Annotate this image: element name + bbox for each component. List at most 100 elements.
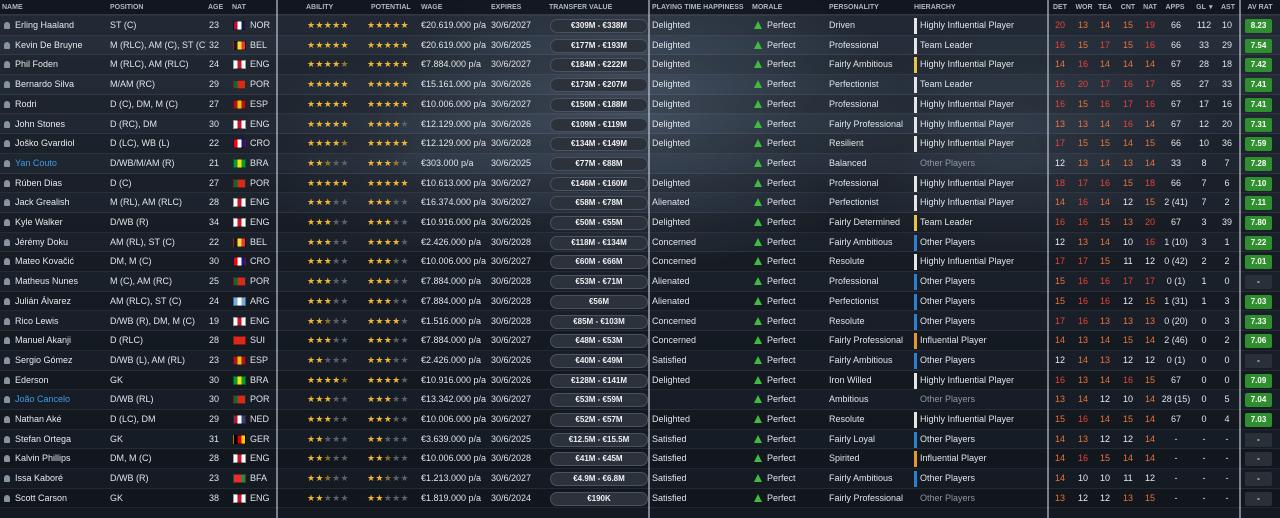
morale-up-arrow-icon xyxy=(754,218,762,226)
table-row[interactable]: Bernardo Silva M/AM (RC) 29 POR ★★★★★ ★★★★★ €1… xyxy=(0,75,1280,95)
header-nat[interactable]: NAT xyxy=(232,4,246,11)
table-row[interactable]: Sergio Gómez D/WB (L), AM (RL) 23 ESP ★★★★★ ★… xyxy=(0,350,1280,371)
player-goals: 33 xyxy=(1198,39,1209,50)
player-name[interactable]: Kyle Walker xyxy=(15,217,63,227)
player-name[interactable]: Erling Haaland xyxy=(15,20,75,30)
player-goals: - xyxy=(1202,433,1206,444)
player-name[interactable]: João Cancelo xyxy=(15,394,71,405)
table-row[interactable]: Scott Carson GK 38 ENG ★★★★★ ★★★★★ €1.819.000 … xyxy=(0,488,1280,509)
table-row[interactable]: Yan Couto D/WB/M/AM (R) 21 BRA ★★★★★ ★★★★★ €30… xyxy=(0,153,1280,174)
header-ast[interactable]: AST xyxy=(1221,4,1235,11)
table-row[interactable]: Jack Grealish M (RL), AM (RLC) 28 ENG ★★★★★ ★… xyxy=(0,193,1280,213)
player-name[interactable]: Rodri xyxy=(15,98,37,109)
nation-flag-icon xyxy=(233,139,246,149)
player-hierarchy: Highly Influential Player xyxy=(920,59,1015,70)
player-name[interactable]: Ederson xyxy=(15,374,49,385)
attribute-cnt: 11 xyxy=(1123,473,1133,484)
table-row[interactable]: Rúben Dias D (C) 27 POR ★★★★★ ★★★★★ €10.613.00… xyxy=(0,173,1280,194)
header-cnt[interactable]: CNT xyxy=(1120,4,1136,11)
table-row[interactable]: John Stones D (RC), DM 30 ENG ★★★★★ ★★★★★ €12.… xyxy=(0,114,1280,135)
player-name[interactable]: Kevin De Bruyne xyxy=(15,39,83,50)
player-name[interactable]: Julián Álvarez xyxy=(15,295,72,306)
header-gls[interactable]: GL xyxy=(1196,4,1206,11)
player-name[interactable]: Kalvin Phillips xyxy=(15,453,71,464)
hierarchy-indicator-bar xyxy=(914,333,917,350)
table-row[interactable]: Julián Álvarez AM (RLC), ST (C) 24 ARG ★★★★★… xyxy=(0,291,1280,312)
table-row[interactable]: Rodri D (C), DM, M (C) 27 ESP ★★★★★ ★★★★★ €10.… xyxy=(0,94,1280,115)
player-icon xyxy=(4,376,10,384)
header-transfer-value[interactable]: TRANSFER VALUE xyxy=(549,4,613,11)
player-name[interactable]: Mateo Kovačić xyxy=(15,256,75,267)
header-wage[interactable]: WAGE xyxy=(421,4,443,11)
player-name[interactable]: Joško Gvardiol xyxy=(15,138,75,149)
player-goals: 1 xyxy=(1201,295,1207,306)
header-personality[interactable]: PERSONALITY xyxy=(829,4,879,11)
player-age: 19 xyxy=(208,315,219,326)
player-nationality: ESP xyxy=(250,98,269,109)
player-name[interactable]: Bernardo Silva xyxy=(15,79,75,90)
table-row[interactable]: Mateo Kovačić DM, M (C) 30 CRO ★★★★★ ★★★★★ €10… xyxy=(0,252,1280,273)
player-name[interactable]: Scott Carson xyxy=(15,492,68,503)
header-apps[interactable]: APPS xyxy=(1165,4,1185,11)
contract-expires: 30/6/2028 xyxy=(491,315,532,326)
table-row[interactable]: Manuel Akanji D (RLC) 28 SUI ★★★★★ ★★★★★ €7.88… xyxy=(0,331,1280,351)
table-row[interactable]: Ederson GK 30 BRA ★★★★★ ★★★★★ €10.916.000 p/a 3… xyxy=(0,370,1280,391)
player-name[interactable]: Manuel Akanji xyxy=(15,335,72,346)
player-name[interactable]: Matheus Nunes xyxy=(15,276,79,287)
player-name[interactable]: John Stones xyxy=(15,118,66,129)
header-det[interactable]: DET xyxy=(1053,4,1067,11)
player-name[interactable]: Nathan Aké xyxy=(15,414,62,424)
sort-arrow-icon[interactable]: ▾ xyxy=(1209,4,1213,11)
header-expires[interactable]: EXPIRES xyxy=(491,4,522,11)
table-row[interactable]: Jérémy Doku AM (RL), ST (C) 22 BEL ★★★★★ ★★★★… xyxy=(0,232,1280,253)
table-row[interactable]: Stefan Ortega GK 31 GER ★★★★★ ★★★★★ €3.639.000… xyxy=(0,429,1280,450)
player-personality: Resolute xyxy=(829,315,865,326)
player-name[interactable]: Stefan Ortega xyxy=(15,433,72,444)
header-potential[interactable]: POTENTIAL xyxy=(371,4,411,11)
attribute-tea: 14 xyxy=(1099,157,1110,168)
player-name[interactable]: Issa Kaboré xyxy=(15,473,64,484)
player-name[interactable]: Phil Foden xyxy=(15,59,59,70)
table-row[interactable]: Issa Kaboré D/WB (R) 23 BFA ★★★★★ ★★★★★ €1.213… xyxy=(0,469,1280,489)
table-row[interactable]: Nathan Aké D (LC), DM 29 NED ★★★★★ ★★★★★ €10.0… xyxy=(0,410,1280,430)
potential-stars: ★★★★★ xyxy=(367,217,409,227)
header-age[interactable]: AGE xyxy=(208,4,224,11)
morale-up-arrow-icon xyxy=(754,395,762,404)
table-row[interactable]: Erling Haaland ST (C) 23 NOR ★★★★★ ★★★★★ €20.6… xyxy=(0,16,1280,36)
table-row[interactable]: Kalvin Phillips DM, M (C) 28 ENG ★★★★★ ★★★★★ €… xyxy=(0,449,1280,470)
player-name[interactable]: Sergio Gómez xyxy=(15,354,73,365)
player-name[interactable]: Jack Grealish xyxy=(15,197,70,208)
table-row[interactable]: João Cancelo D/WB (RL) 30 POR ★★★★★ ★★★★★ €13.… xyxy=(0,390,1280,410)
player-age: 29 xyxy=(208,414,219,424)
table-row[interactable]: Kyle Walker D/WB (R) 34 ENG ★★★★★ ★★★★★ €10.91… xyxy=(0,213,1280,233)
header-av-rat[interactable]: AV RAT xyxy=(1247,4,1273,11)
player-name[interactable]: Rúben Dias xyxy=(15,177,63,188)
player-name[interactable]: Jérémy Doku xyxy=(15,236,69,247)
header-hierarchy[interactable]: HIERARCHY xyxy=(914,4,956,11)
attribute-nat-attr: 17 xyxy=(1144,79,1155,90)
table-row[interactable]: Kevin De Bruyne M (RLC), AM (C), ST (C) 32… xyxy=(0,35,1280,56)
header-nat-attr[interactable]: NAT xyxy=(1143,4,1157,11)
playing-time-happiness xyxy=(652,390,748,409)
table-row[interactable]: Joško Gvardiol D (LC), WB (L) 22 CRO ★★★★★ ★★… xyxy=(0,134,1280,154)
player-name[interactable]: Rico Lewis xyxy=(15,315,59,326)
header-name[interactable]: NAME xyxy=(2,4,23,11)
header-position[interactable]: POSITION xyxy=(110,4,144,11)
header-ability[interactable]: ABILITY xyxy=(306,4,334,11)
attribute-tea: 17 xyxy=(1099,39,1110,50)
attribute-cnt: 13 xyxy=(1122,157,1133,168)
player-wage: €2.426.000 p/a xyxy=(421,354,482,365)
table-row[interactable]: Matheus Nunes M (C), AM (RC) 25 POR ★★★★★ ★★★… xyxy=(0,272,1280,292)
header-tea[interactable]: TEA xyxy=(1098,4,1112,11)
ability-stars: ★★★★★ xyxy=(307,236,349,247)
header-wor[interactable]: WOR xyxy=(1075,4,1093,11)
player-name[interactable]: Yan Couto xyxy=(15,157,57,168)
header-morale[interactable]: MORALE xyxy=(752,4,783,11)
table-row[interactable]: Phil Foden M (RLC), AM (RLC) 24 ENG ★★★★★ ★★★… xyxy=(0,55,1280,76)
table-row[interactable]: Rico Lewis D/WB (R), DM, M (C) 19 ENG ★★★★★ ★… xyxy=(0,311,1280,332)
attribute-nat-attr: 15 xyxy=(1144,197,1155,208)
player-nationality: BEL xyxy=(250,236,268,247)
header-playing-time-happiness[interactable]: PLAYING TIME HAPPINESS xyxy=(652,4,744,11)
potential-stars: ★★★★★ xyxy=(367,453,409,464)
playing-time-happiness: Satisfied xyxy=(652,473,687,484)
